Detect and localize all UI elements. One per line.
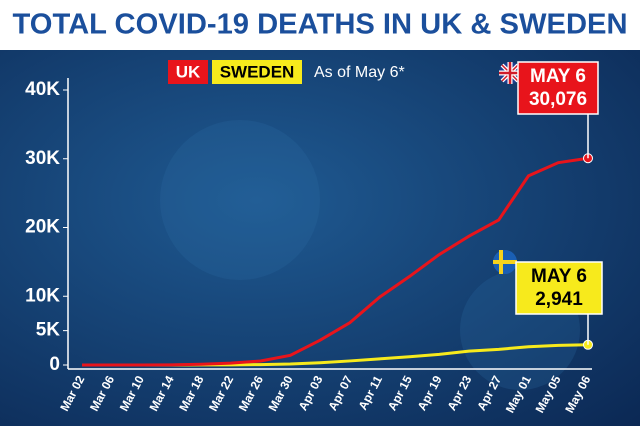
y-tick-label: 40K <box>25 79 60 100</box>
y-tick-label: 20K <box>25 217 60 238</box>
chart-title: TOTAL COVID-19 DEATHS IN UK & SWEDEN <box>13 9 628 41</box>
legend-label: SWEDEN <box>220 62 295 81</box>
value-label: 2,941 <box>535 289 583 310</box>
callout-date: MAY 6 <box>531 266 587 287</box>
value-label: 30,076 <box>529 89 587 110</box>
subtitle: As of May 6* <box>314 64 405 81</box>
series-line <box>81 156 589 367</box>
y-tick-label: 30K <box>25 148 60 169</box>
virus-decoration <box>160 120 320 280</box>
callout-box <box>515 261 603 315</box>
y-tick-label: 5K <box>36 320 61 341</box>
y-tick-label: 10K <box>25 285 60 306</box>
legend-box <box>168 60 208 84</box>
title-band <box>0 0 640 50</box>
callout-box <box>517 61 599 115</box>
sweden-flag <box>493 250 517 274</box>
callout-date: MAY 6 <box>530 66 586 87</box>
legend-label: UK <box>176 62 201 81</box>
y-tick-label: 0 <box>49 354 60 375</box>
legend-box <box>212 60 302 84</box>
